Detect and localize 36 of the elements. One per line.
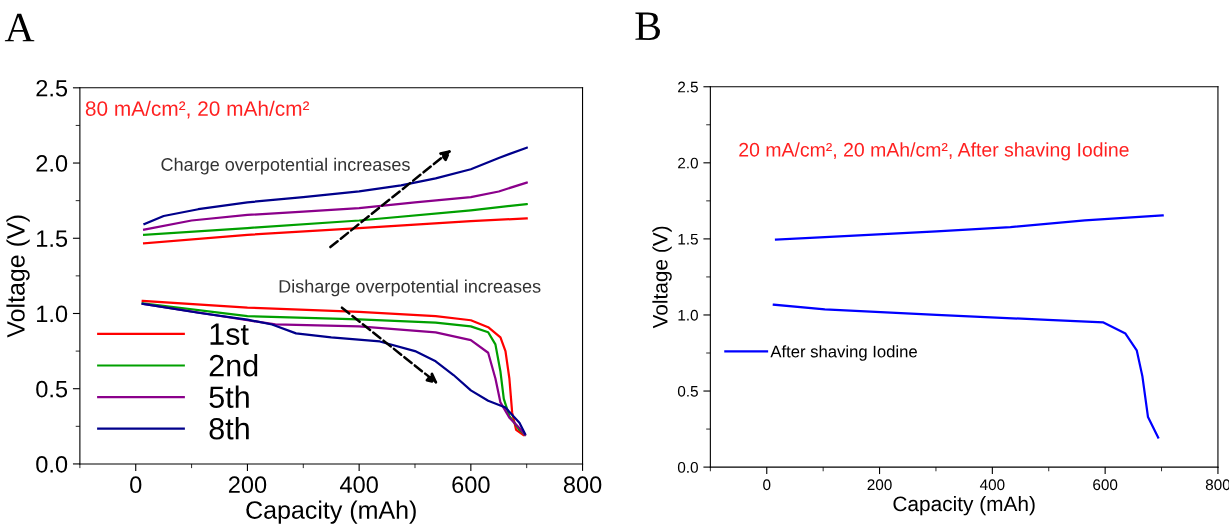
legend-label: After shaving Iodine [770,345,917,361]
y-tick-label: 1.5 [37,230,68,248]
x-tick-label: 400 [339,476,378,494]
y-tick-label: 2.0 [36,155,68,172]
x-tick-label: 600 [1093,479,1118,491]
annotation: 80 mA/cm², 20 mAh/cm² [85,100,310,119]
x-tick-label: 400 [979,479,1005,491]
y-tick-label: 0.0 [36,456,68,473]
annotation: Charge overpotential increases [161,157,410,175]
chart-title: B [635,12,660,40]
y-axis-title: Voltage (V) [6,215,30,338]
x-tick-label: 0 [763,479,771,491]
y-tick-label: 0.0 [677,461,698,473]
y-tick-label: 1.0 [37,305,68,323]
x-tick-label: 200 [867,479,892,491]
x-tick-label: 200 [228,476,267,494]
annotation: 20 mA/cm², 20 mAh/cm², After shaving Iodine [739,142,1129,161]
y-tick-label: 0.5 [36,380,68,398]
y-tick-label: 1.5 [678,233,698,245]
x-tick-label: 600 [452,476,490,494]
chart-title: A [4,13,35,42]
x-axis-title: Capacity (mAh) [893,495,1035,516]
legend-label: 8th [209,417,249,440]
x-tick-label: 0 [130,476,142,494]
y-tick-label: 2.5 [678,81,698,93]
y-axis-title: Voltage (V) [652,226,672,329]
x-tick-label: 800 [563,476,602,494]
legend-label: 1st [210,323,249,345]
legend-label: 2nd [209,354,258,377]
x-axis-title: Capacity (mAh) [246,500,416,524]
y-tick-label: 2.0 [678,157,698,169]
annotation: Disharge overpotential increases [279,279,541,297]
y-tick-label: 2.5 [36,79,68,97]
legend-label: 5th [209,385,249,409]
y-tick-label: 1.0 [678,309,698,321]
y-tick-label: 0.5 [677,385,698,397]
